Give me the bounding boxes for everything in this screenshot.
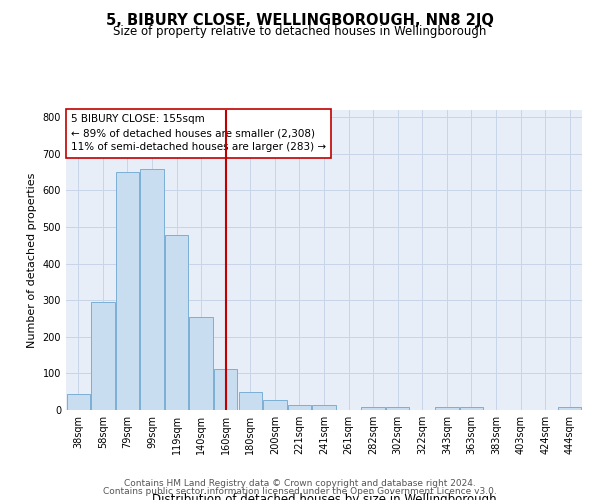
Bar (67, 394, 90, 410)
Bar (460, 407, 483, 410)
Bar (435, 407, 458, 410)
Text: Size of property relative to detached houses in Wellingborough: Size of property relative to detached ho… (113, 25, 487, 38)
Bar (386, 407, 409, 410)
Bar (116, 172, 139, 410)
Bar (190, 316, 213, 410)
Bar (361, 407, 385, 410)
Y-axis label: Number of detached properties: Number of detached properties (27, 172, 37, 348)
Bar (140, 168, 164, 410)
X-axis label: Distribution of detached houses by size in Wellingborough: Distribution of detached houses by size … (152, 493, 496, 500)
Bar (91, 302, 115, 410)
Text: Contains public sector information licensed under the Open Government Licence v3: Contains public sector information licen… (103, 487, 497, 496)
Bar (214, 368, 238, 410)
Bar (263, 400, 287, 410)
Bar (288, 404, 311, 410)
Bar (558, 407, 581, 410)
Text: 5 BIBURY CLOSE: 155sqm
← 89% of detached houses are smaller (2,308)
11% of semi-: 5 BIBURY CLOSE: 155sqm ← 89% of detached… (71, 114, 326, 152)
Text: Contains HM Land Registry data © Crown copyright and database right 2024.: Contains HM Land Registry data © Crown c… (124, 478, 476, 488)
Text: 5, BIBURY CLOSE, WELLINGBOROUGH, NN8 2JQ: 5, BIBURY CLOSE, WELLINGBOROUGH, NN8 2JQ (106, 12, 494, 28)
Bar (239, 392, 262, 410)
Bar (313, 404, 335, 410)
Bar (165, 235, 188, 410)
